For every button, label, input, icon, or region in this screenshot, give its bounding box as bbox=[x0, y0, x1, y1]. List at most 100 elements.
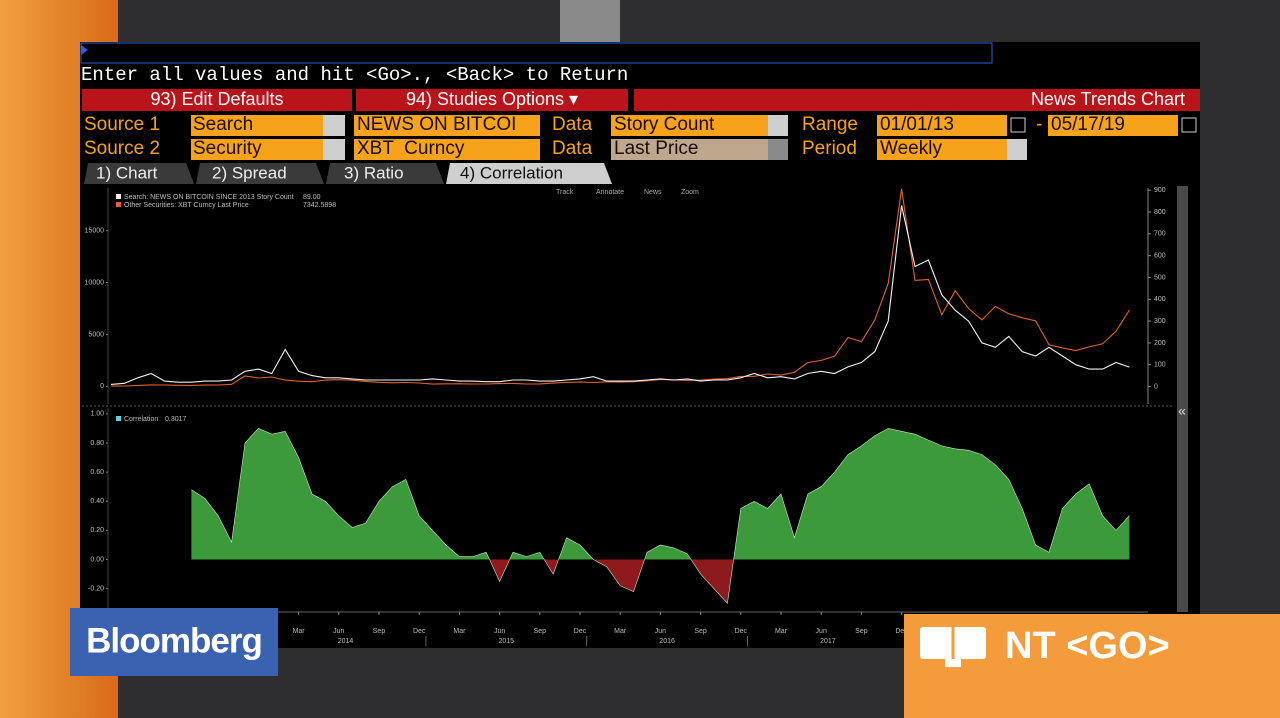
tool[interactable]: News bbox=[644, 189, 662, 196]
x-tick-label: Sep bbox=[373, 628, 386, 635]
tab-label[interactable]: 2) Spread bbox=[212, 163, 287, 182]
y2-tick-label: 600 bbox=[1154, 252, 1166, 259]
y-tick-label: 5000 bbox=[88, 331, 104, 338]
tab[interactable] bbox=[84, 163, 194, 184]
y-tick-label: 10000 bbox=[85, 279, 105, 286]
button[interactable] bbox=[634, 89, 1200, 111]
field-value[interactable]: 05/17/19 bbox=[1051, 114, 1125, 135]
calendar-icon[interactable] bbox=[1010, 117, 1026, 133]
y-tick-label: 0.80 bbox=[90, 440, 104, 447]
x-tick-label: Mar bbox=[775, 628, 788, 635]
calendar-icon[interactable] bbox=[1181, 117, 1197, 133]
y-tick-label: 0 bbox=[100, 383, 104, 390]
button[interactable] bbox=[356, 89, 628, 111]
x-tick-label: Mar bbox=[293, 628, 306, 635]
field[interactable] bbox=[191, 139, 345, 160]
field-value[interactable]: NEWS ON BITCOI bbox=[357, 114, 516, 135]
studio-light bbox=[560, 0, 620, 42]
series-line bbox=[110, 205, 1130, 385]
x-year-label: 2017 bbox=[820, 638, 836, 645]
cursor bbox=[81, 45, 88, 55]
y-tick-label: 0.60 bbox=[90, 469, 104, 476]
x-tick-label: Dec bbox=[895, 628, 908, 635]
button-label[interactable]: 93) Edit Defaults bbox=[150, 89, 283, 109]
x-tick-label: Mar bbox=[453, 628, 466, 635]
field[interactable] bbox=[1048, 115, 1178, 136]
tab-label[interactable]: 1) Chart bbox=[96, 163, 158, 182]
x-tick-label: Jun bbox=[655, 628, 666, 635]
button-label[interactable]: News Trends Chart bbox=[1031, 89, 1185, 109]
icon-part bbox=[945, 659, 961, 667]
field[interactable] bbox=[354, 115, 540, 136]
field[interactable] bbox=[877, 139, 1007, 160]
y-tick-label: 0.40 bbox=[90, 498, 104, 505]
field[interactable] bbox=[354, 139, 540, 160]
dropdown bbox=[768, 139, 788, 160]
y-tick-label: 1.00 bbox=[90, 411, 104, 418]
legend-value: 89.00 bbox=[303, 194, 321, 201]
field-value[interactable]: Weekly bbox=[880, 138, 942, 159]
field-label: Source 1 bbox=[84, 114, 160, 135]
field-label: Period bbox=[802, 138, 857, 159]
x-tick-label: Sep bbox=[534, 628, 547, 635]
y2-tick-label: 200 bbox=[1154, 340, 1166, 347]
function-label: NT <GO> bbox=[1005, 625, 1170, 667]
x-year-label: 2015 bbox=[499, 638, 515, 645]
x-tick-label: Dec bbox=[735, 628, 748, 635]
tool[interactable]: Zoom bbox=[681, 189, 699, 196]
legend-label: Correlation bbox=[124, 416, 158, 423]
legend-swatch bbox=[116, 416, 121, 421]
field-value: Last Price bbox=[614, 138, 698, 159]
field-value[interactable]: Search bbox=[193, 114, 253, 135]
area-positive bbox=[191, 428, 1130, 560]
x-tick-label: Jun bbox=[494, 628, 505, 635]
field[interactable] bbox=[877, 115, 1007, 136]
field-value[interactable]: 01/01/13 bbox=[880, 114, 954, 135]
y2-tick-label: 0 bbox=[1154, 383, 1158, 390]
tab[interactable] bbox=[326, 163, 444, 184]
field-value[interactable]: Security bbox=[193, 138, 262, 159]
scrollbar[interactable] bbox=[1177, 186, 1188, 612]
tab-active[interactable] bbox=[446, 163, 612, 184]
y2-tick-label: 700 bbox=[1154, 231, 1166, 238]
x-tick-label: Sep bbox=[855, 628, 868, 635]
toolbar: Track Annotate News Zoom bbox=[556, 189, 699, 196]
collapse-button[interactable]: « bbox=[1178, 403, 1186, 419]
logo: Bloomberg bbox=[86, 621, 262, 660]
field bbox=[611, 139, 788, 160]
field[interactable] bbox=[611, 115, 788, 136]
tab-label[interactable]: 4) Correlation bbox=[460, 163, 563, 182]
series-line bbox=[110, 188, 1130, 387]
x-year-label: 2014 bbox=[338, 638, 354, 645]
logo-box bbox=[70, 608, 278, 676]
form: Source 1 Search NEWS ON BITCOI Data Stor… bbox=[84, 114, 1197, 160]
dropdown[interactable] bbox=[323, 115, 345, 136]
tool[interactable]: Track bbox=[556, 189, 574, 196]
dropdown[interactable] bbox=[768, 115, 788, 136]
field-value[interactable]: Story Count bbox=[614, 114, 715, 135]
field-value[interactable]: XBT Curncy bbox=[357, 138, 465, 159]
legend-swatch bbox=[116, 202, 121, 207]
field[interactable] bbox=[191, 115, 345, 136]
area-outline bbox=[191, 428, 1130, 604]
field-label: Data bbox=[552, 138, 593, 159]
y-tick-label: 0.20 bbox=[90, 527, 104, 534]
dropdown[interactable] bbox=[323, 139, 345, 160]
y2-tick-label: 900 bbox=[1154, 187, 1166, 194]
y2-tick-label: 800 bbox=[1154, 209, 1166, 216]
field-label: Source 2 bbox=[84, 138, 160, 159]
tab[interactable] bbox=[196, 163, 324, 184]
terminal-icon bbox=[920, 627, 986, 667]
command-line: Enter all values and hit <Go>., <Back> t… bbox=[81, 64, 628, 86]
y2-tick-label: 400 bbox=[1154, 296, 1166, 303]
dropdown[interactable] bbox=[1007, 139, 1027, 160]
button[interactable] bbox=[82, 89, 352, 111]
tool[interactable]: Annotate bbox=[596, 189, 624, 196]
tab-label[interactable]: 3) Ratio bbox=[344, 163, 404, 182]
legend-swatch bbox=[116, 194, 121, 199]
tabs: 1) Chart 2) Spread 3) Ratio 4) Correlati… bbox=[84, 163, 612, 184]
x-tick-label: Dec bbox=[574, 628, 587, 635]
y2-tick-label: 100 bbox=[1154, 362, 1166, 369]
x-tick-label: Jun bbox=[816, 628, 827, 635]
button-label[interactable]: 94) Studies Options ▾ bbox=[406, 89, 578, 109]
